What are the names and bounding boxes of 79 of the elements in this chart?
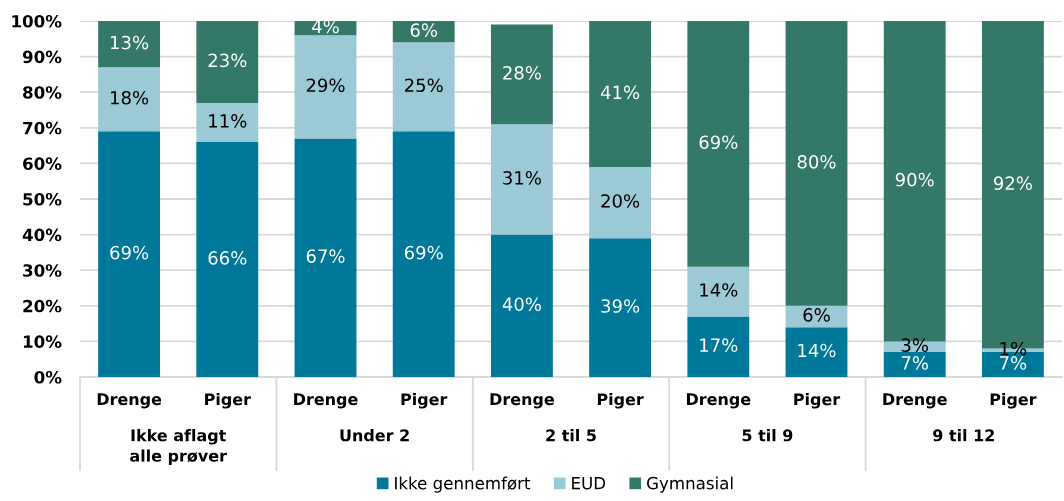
bar: [294, 35, 357, 139]
y-tick-label: 60%: [23, 157, 62, 170]
data-label: 69%: [404, 245, 443, 260]
y-tick-label: 40%: [22, 228, 62, 242]
y-tick-label: 90%: [22, 50, 62, 64]
text: 2 til 5: [546, 429, 596, 442]
data-label: 39%: [601, 299, 640, 313]
x-tick-label: Drenge: [294, 393, 358, 409]
bar: [392, 42, 455, 132]
data-label: 67%: [306, 249, 345, 263]
x-tick-label: Piger: [205, 392, 251, 409]
x-tick-label: Piger: [401, 392, 448, 409]
data-label: 20%: [601, 194, 640, 208]
y-tick-label: 80%: [23, 86, 62, 99]
text: 9 til 12: [933, 429, 994, 442]
bar: [196, 21, 259, 103]
data-label: 31%: [503, 171, 541, 185]
text: Ikke aflagt alle prøver: [130, 429, 227, 465]
data-label: 23%: [208, 53, 247, 68]
data-label: 18%: [111, 90, 149, 105]
text: Under 2: [340, 429, 409, 442]
data-label: 7%: [1000, 356, 1027, 370]
bar: [687, 21, 750, 267]
data-label: 6%: [410, 23, 438, 37]
data-label: 6%: [803, 308, 830, 322]
data-label: 28%: [503, 65, 541, 80]
bar: [490, 24, 553, 125]
bar: [98, 21, 161, 68]
data-label: 69%: [110, 245, 149, 260]
bar: [883, 352, 946, 377]
data-label: 14%: [700, 283, 738, 297]
data-label: 25%: [404, 78, 443, 93]
bar: [589, 166, 652, 239]
bar: [589, 238, 652, 377]
data-label: 11%: [209, 114, 247, 128]
x-tick-label: Drenge: [490, 393, 554, 409]
bar: [687, 266, 750, 317]
y-tick-label: 20%: [23, 299, 62, 313]
data-label: 80%: [797, 154, 836, 169]
data-label: 92%: [993, 176, 1032, 190]
x-tick-label: Piger: [794, 392, 841, 409]
bar: [392, 131, 455, 377]
bar: [785, 327, 848, 377]
x-tick-label: Drenge: [883, 393, 947, 409]
y-tick-label: 50%: [23, 192, 62, 206]
bar: [196, 102, 259, 143]
bar: [490, 124, 553, 235]
data-label: 14%: [798, 343, 836, 358]
data-label: 7%: [901, 356, 929, 370]
bar: [589, 21, 652, 167]
data-label: 3%: [901, 338, 929, 352]
bar: [490, 234, 553, 377]
data-label: 41%: [600, 85, 640, 100]
legend-label: Ikke gennemført: [395, 476, 531, 493]
x-tick-label: Piger: [597, 392, 644, 409]
data-label: 40%: [502, 297, 541, 312]
bar: [98, 67, 161, 132]
text: 5 til 9: [742, 429, 793, 442]
bar: [196, 142, 259, 377]
data-label: 90%: [895, 172, 934, 187]
y-tick-label: 70%: [23, 121, 62, 135]
x-tick-label: Drenge: [97, 393, 162, 409]
bar: [785, 21, 848, 306]
x-tick-label: Piger: [990, 392, 1037, 409]
x-tick-label: Drenge: [686, 393, 751, 409]
data-label: 66%: [208, 251, 247, 265]
data-label: 29%: [306, 78, 345, 93]
bar: [687, 316, 750, 377]
y-tick-label: 0%: [34, 370, 62, 384]
data-label: 69%: [699, 135, 738, 150]
bar: [294, 138, 357, 377]
y-tick-label: 30%: [23, 264, 62, 277]
data-label: 13%: [111, 35, 149, 50]
y-tick-label: 100%: [12, 14, 62, 28]
legend-label: Gymnasial: [647, 476, 733, 493]
y-tick-label: 10%: [23, 335, 62, 348]
data-label: 17%: [700, 338, 738, 352]
legend-label: EUD: [572, 477, 606, 490]
bar: [98, 131, 161, 377]
